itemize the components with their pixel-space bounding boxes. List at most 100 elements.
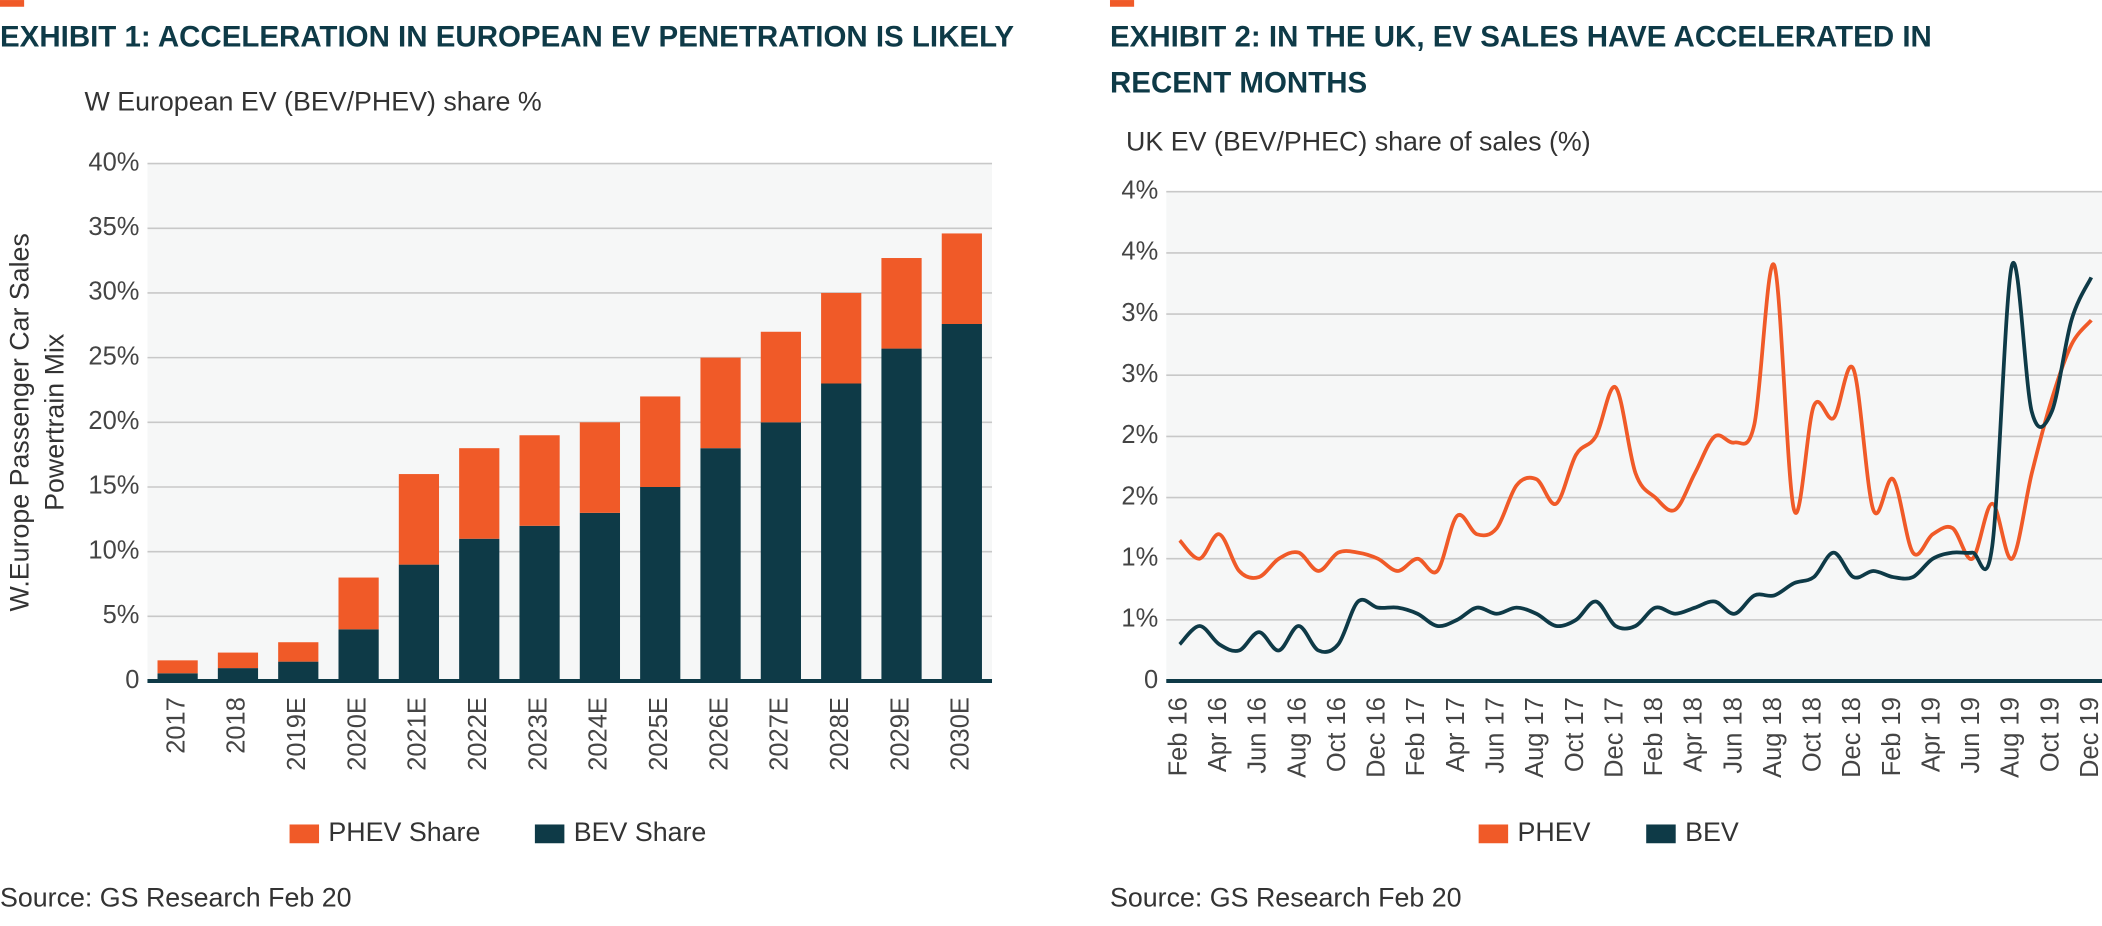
x-tick-label: Apr 19 bbox=[1917, 697, 1945, 772]
source: Source: GS Research Feb 20 bbox=[1110, 883, 1462, 913]
bar-segment bbox=[459, 448, 500, 539]
x-tick-label: 2018 bbox=[223, 697, 251, 754]
bar-segment bbox=[217, 668, 259, 682]
x-tick-label: 2025E bbox=[645, 697, 673, 771]
accent bbox=[1109, 0, 1135, 7]
bar-segment bbox=[881, 258, 922, 349]
bar-segment bbox=[579, 512, 621, 682]
legend-label: PHEV bbox=[1518, 817, 1591, 847]
x-tick-label: 2029E bbox=[886, 697, 914, 771]
bar-segment bbox=[700, 357, 741, 449]
y-tick-label: 3% bbox=[1121, 299, 1158, 327]
x-tick-label: Feb 17 bbox=[1402, 697, 1430, 776]
y-tick-label: 1% bbox=[1121, 543, 1158, 571]
bar-segment bbox=[338, 629, 379, 682]
x-tick-label: Dec 16 bbox=[1363, 697, 1391, 778]
x-tick-label: Aug 18 bbox=[1759, 697, 1787, 778]
y-tick-label: 30% bbox=[88, 278, 139, 306]
y-tick-label: 15% bbox=[88, 472, 139, 500]
x-tick-label: Oct 16 bbox=[1323, 697, 1351, 772]
bar-segment bbox=[640, 486, 681, 682]
legend-swatch bbox=[1646, 824, 1676, 844]
x-tick-label: Jun 19 bbox=[1957, 697, 1985, 773]
x-tick-label: 2028E bbox=[826, 697, 854, 771]
legend-label: BEV bbox=[1685, 817, 1739, 847]
bar-segment bbox=[640, 396, 681, 487]
legend-swatch bbox=[1478, 824, 1509, 844]
y-tick-label: 4% bbox=[1121, 238, 1158, 266]
x-tick-label: Feb 18 bbox=[1640, 697, 1668, 776]
bar-segment bbox=[941, 323, 982, 682]
y-tick-label: 10% bbox=[88, 536, 139, 564]
chart-title: EXHIBIT 2: IN THE UK, EV SALES HAVE ACCE… bbox=[1110, 21, 1932, 54]
x-tick-label: Dec 18 bbox=[1838, 697, 1866, 778]
y-tick-label: 25% bbox=[88, 342, 139, 370]
y-tick-label: 1% bbox=[1121, 605, 1158, 633]
x-tick-label: Jun 16 bbox=[1244, 697, 1272, 773]
line-series bbox=[1178, 262, 2093, 580]
x-tick-label: 2022E bbox=[464, 697, 492, 771]
x-tick-label: Oct 18 bbox=[1799, 697, 1827, 772]
bar-segment bbox=[760, 422, 801, 682]
y-tick-label: 40% bbox=[88, 148, 139, 176]
bar-segment bbox=[217, 652, 259, 669]
x-tick-label: Oct 17 bbox=[1561, 697, 1589, 772]
y-axis-label: Powertrain Mix bbox=[39, 333, 69, 511]
x-tick-label: Dec 19 bbox=[2076, 697, 2102, 778]
x-tick-label: Feb 16 bbox=[1164, 697, 1192, 776]
subtitle: UK EV (BEV/PHEC) share of sales (%) bbox=[1126, 127, 1591, 157]
x-tick-label: 2024E bbox=[585, 697, 613, 771]
y-tick-label: 3% bbox=[1121, 360, 1158, 388]
chart-title: EXHIBIT 1: ACCELERATION IN EUROPEAN EV P… bbox=[0, 21, 1014, 54]
bar-segment bbox=[278, 642, 319, 662]
bar-segment bbox=[519, 435, 560, 526]
x-tick-label: Jun 17 bbox=[1482, 697, 1510, 773]
y-tick-label: 2% bbox=[1121, 482, 1158, 510]
x-tick-label: Jun 18 bbox=[1719, 697, 1747, 773]
bar-segment bbox=[398, 564, 440, 682]
x-tick-label: 2017 bbox=[162, 697, 190, 754]
x-tick-label: 2021E bbox=[404, 697, 432, 771]
legend-label: BEV Share bbox=[574, 817, 707, 847]
bar-segment bbox=[157, 660, 198, 674]
x-tick-label: 2027E bbox=[766, 697, 794, 771]
x-tick-label: Dec 17 bbox=[1600, 697, 1628, 778]
bar-segment bbox=[398, 474, 440, 565]
x-tick-label: Aug 19 bbox=[1997, 697, 2025, 778]
source: Source: GS Research Feb 20 bbox=[0, 883, 352, 913]
x-tick-label: 2026E bbox=[705, 697, 733, 771]
y-tick-label: 0 bbox=[1144, 666, 1158, 694]
bar-segment bbox=[881, 348, 922, 682]
y-tick-label: 4% bbox=[1121, 176, 1158, 204]
x-tick-label: 2019E bbox=[283, 697, 311, 771]
bar-segment bbox=[760, 331, 801, 423]
x-tick-label: Feb 19 bbox=[1878, 697, 1906, 776]
y-tick-label: 5% bbox=[103, 601, 140, 629]
bar-segment bbox=[157, 673, 198, 682]
x-tick-label: Apr 18 bbox=[1680, 697, 1708, 772]
x-tick-label: 2023E bbox=[524, 697, 552, 771]
bar-segment bbox=[338, 577, 379, 630]
bar-segment bbox=[459, 538, 500, 682]
x-tick-label: Aug 17 bbox=[1521, 697, 1549, 778]
bar-segment bbox=[519, 525, 560, 682]
subtitle: W European EV (BEV/PHEV) share % bbox=[84, 86, 541, 116]
bar-segment bbox=[278, 661, 319, 682]
bar-segment bbox=[821, 383, 862, 682]
y-tick-label: 20% bbox=[88, 407, 139, 435]
legend-label: PHEV Share bbox=[328, 817, 480, 847]
bar-segment bbox=[700, 448, 741, 682]
y-tick-label: 2% bbox=[1121, 421, 1158, 449]
x-tick-label: Oct 19 bbox=[2036, 697, 2064, 772]
y-tick-label: 0 bbox=[125, 666, 139, 694]
x-tick-label: Aug 16 bbox=[1283, 697, 1311, 778]
bar-segment bbox=[941, 233, 982, 324]
line-series bbox=[1178, 260, 2093, 654]
y-tick-label: 35% bbox=[88, 213, 139, 241]
legend-swatch bbox=[534, 824, 565, 844]
x-tick-label: Apr 16 bbox=[1204, 697, 1232, 772]
accent bbox=[0, 0, 25, 7]
legend-swatch bbox=[289, 824, 320, 844]
x-tick-label: 2020E bbox=[343, 697, 371, 771]
